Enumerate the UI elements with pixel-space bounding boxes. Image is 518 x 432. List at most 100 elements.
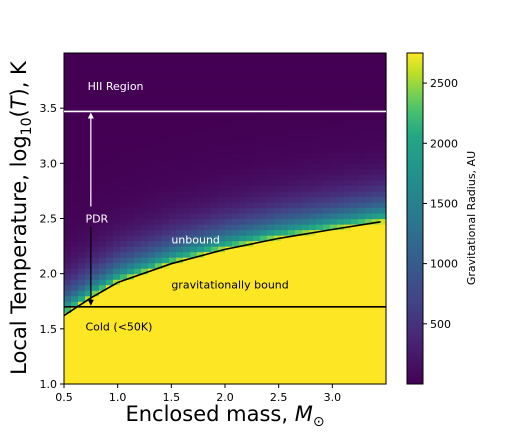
heatmap-cell [239,372,247,380]
heatmap-cell [323,69,331,76]
heatmap-cell [92,69,100,76]
heatmap-cell [176,323,184,330]
heatmap-cell [274,246,282,253]
heatmap-cell [162,157,170,164]
heatmap-cell [211,295,219,302]
heatmap-cell [218,235,226,242]
heatmap-cell [330,306,338,313]
heatmap-cell [92,339,100,346]
heatmap-cell [253,212,261,220]
heatmap-cell [99,135,107,142]
heatmap-cell [134,157,142,164]
heatmap-cell [148,334,156,341]
heatmap-cell [162,91,170,98]
heatmap-cell [162,152,170,159]
heatmap-cell [372,301,380,308]
heatmap-cell [85,339,93,346]
heatmap-cell [176,235,184,242]
heatmap-cell [344,168,352,175]
heatmap-cell [330,86,338,93]
heatmap-cell [113,119,121,126]
heatmap-cell [155,361,163,369]
heatmap-cell [190,80,198,87]
heatmap-cell [218,185,226,192]
heatmap-cell [169,207,177,214]
heatmap-cell [141,102,149,109]
heatmap-cell [92,262,100,269]
annotation-label: PDR [85,213,108,226]
heatmap-cell [176,102,184,109]
heatmap-cell [190,163,198,170]
heatmap-cell [281,312,289,319]
heatmap-cell [92,135,100,142]
heatmap-cell [232,168,240,175]
heatmap-cell [197,102,205,109]
heatmap-cell [232,301,240,308]
heatmap-cell [134,201,142,209]
heatmap-cell [288,306,296,313]
heatmap-cell [162,113,170,120]
heatmap-cell [232,372,240,380]
heatmap-cell [253,235,261,242]
heatmap-cell [337,124,345,131]
heatmap-cell [141,141,149,148]
heatmap-cell [197,262,205,269]
heatmap-cell [127,146,135,153]
heatmap-cell [295,97,303,104]
heatmap-cell [358,174,366,181]
heatmap-cell [120,201,128,209]
heatmap-cell [155,345,163,352]
heatmap-cell [71,53,79,60]
heatmap-cell [92,212,100,220]
heatmap-cell [113,251,121,258]
heatmap-cell [267,339,275,346]
heatmap-cell [323,218,331,225]
heatmap-cell [176,91,184,98]
heatmap-cell [85,53,93,60]
heatmap-cell [365,135,373,142]
heatmap-cell [330,235,338,242]
heatmap-cell [85,119,93,126]
heatmap-cell [162,372,170,380]
heatmap-cell [309,279,317,286]
heatmap-cell [120,91,128,98]
heatmap-cell [176,185,184,192]
heatmap-cell [309,119,317,126]
heatmap-cell [106,163,114,170]
heatmap-cell [316,141,324,148]
heatmap-cell [211,141,219,148]
x-axis-title-text: Enclosed mass, [125,402,294,426]
heatmap-cell [274,290,282,297]
heatmap-cell [162,218,170,225]
heatmap-cell [134,119,142,126]
heatmap-cell [365,168,373,175]
heatmap-cell [190,306,198,313]
heatmap-cell [246,53,254,60]
heatmap-cell [309,372,317,380]
heatmap-cell [190,356,198,363]
heatmap-cell [253,284,261,291]
heatmap-cell [155,257,163,264]
heatmap-cell [267,168,275,175]
heatmap-cell [218,290,226,297]
heatmap-cell [239,328,247,335]
heatmap-cell [267,97,275,104]
heatmap-cell [162,124,170,131]
heatmap-cell [344,268,352,275]
heatmap-cell [239,212,247,220]
heatmap-cell [71,135,79,142]
heatmap-cell [225,174,233,181]
heatmap-cell [92,157,100,164]
heatmap-cell [246,356,254,363]
heatmap-cell [78,361,86,369]
heatmap-cell [71,75,79,82]
heatmap-cell [379,323,387,330]
heatmap-cell [211,157,219,164]
heatmap-cell [253,323,261,330]
heatmap-cell [253,367,261,374]
heatmap-cell [323,240,331,247]
heatmap-cell [358,185,366,192]
heatmap-cell [134,295,142,302]
heatmap-cell [316,356,324,363]
heatmap-cell [281,224,289,231]
